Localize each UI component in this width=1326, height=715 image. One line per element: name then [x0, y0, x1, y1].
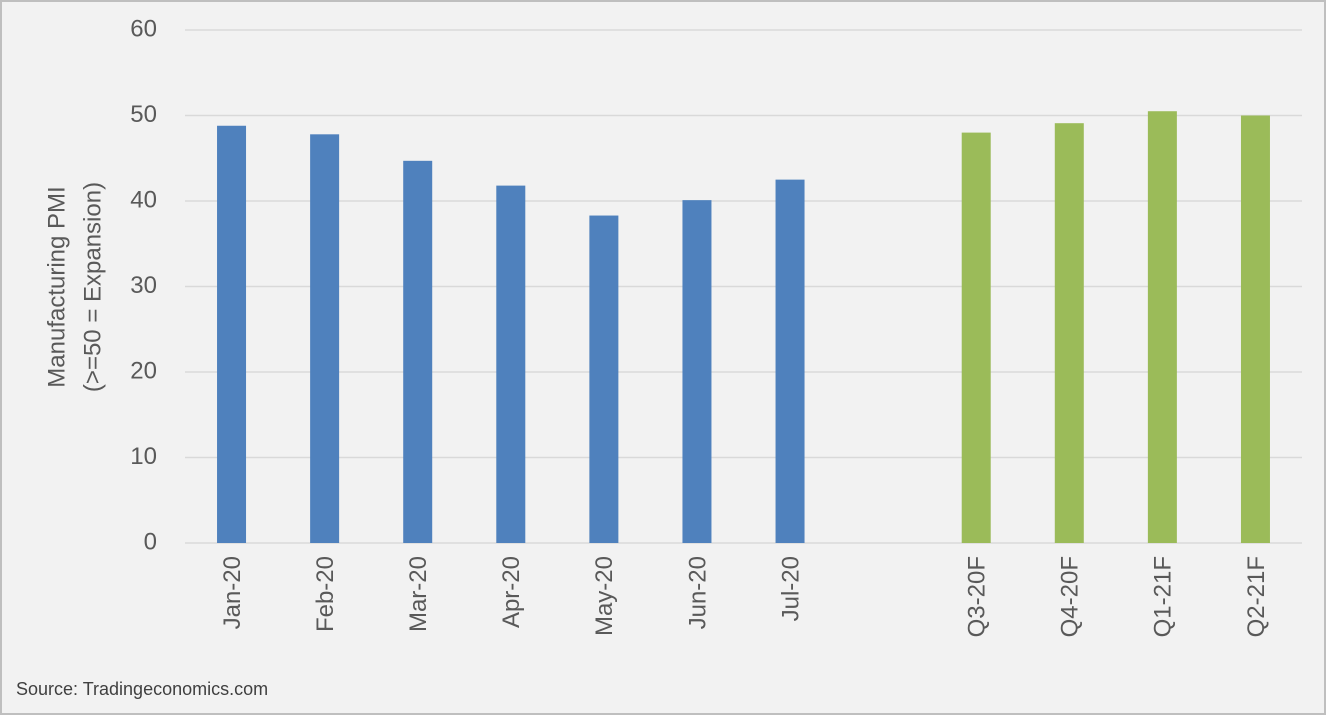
bar	[496, 185, 526, 544]
x-tick-label: Q2-21F	[1243, 556, 1270, 637]
x-tick: Apr-20	[498, 556, 525, 628]
y-tick-label: 60	[130, 15, 157, 42]
bar	[589, 215, 619, 543]
x-tick-label: Mar-20	[405, 556, 432, 632]
x-tick: Q1-21F	[1150, 556, 1177, 637]
bar	[310, 134, 340, 543]
bar	[403, 160, 433, 543]
x-tick-label: Apr-20	[498, 556, 525, 628]
y-axis-title-line: (>=50 = Expansion)	[79, 182, 106, 392]
x-tick-label: Feb-20	[312, 556, 339, 632]
source-note: Source: Tradingeconomics.com	[16, 679, 268, 699]
x-tick: Jul-20	[777, 556, 804, 621]
x-tick: Q4-20F	[1057, 556, 1084, 637]
bar	[1240, 115, 1270, 543]
x-tick-label: Q1-21F	[1150, 556, 1177, 637]
y-tick-label: 10	[130, 443, 157, 470]
x-tick: Jan-20	[219, 556, 246, 629]
x-tick-label: Q4-20F	[1057, 556, 1084, 637]
x-tick-label: Jul-20	[777, 556, 804, 621]
x-tick: Q2-21F	[1243, 556, 1270, 637]
bar	[1147, 111, 1177, 543]
x-tick: May-20	[591, 556, 618, 636]
bar	[217, 125, 247, 543]
bar	[1054, 123, 1084, 543]
bar	[775, 179, 805, 543]
bar	[961, 132, 991, 543]
y-tick-label: 20	[130, 357, 157, 384]
x-tick-label: Jan-20	[219, 556, 246, 629]
bar	[682, 200, 712, 543]
x-tick: Jun-20	[684, 556, 711, 629]
y-axis-title: Manufacturing PMI (>=50 = Expansion)	[43, 182, 106, 392]
y-tick-label: 0	[144, 528, 157, 555]
x-tick-label: May-20	[591, 556, 618, 636]
y-tick-label: 30	[130, 272, 157, 299]
y-axis-title-line: Manufacturing PMI	[43, 186, 70, 387]
y-tick-label: 40	[130, 186, 157, 213]
x-tick: Mar-20	[405, 556, 432, 632]
x-tick: Feb-20	[312, 556, 339, 632]
x-tick: Q3-20F	[964, 556, 991, 637]
x-tick-label: Q3-20F	[964, 556, 991, 637]
y-tick-label: 50	[130, 101, 157, 128]
x-tick-label: Jun-20	[684, 556, 711, 629]
